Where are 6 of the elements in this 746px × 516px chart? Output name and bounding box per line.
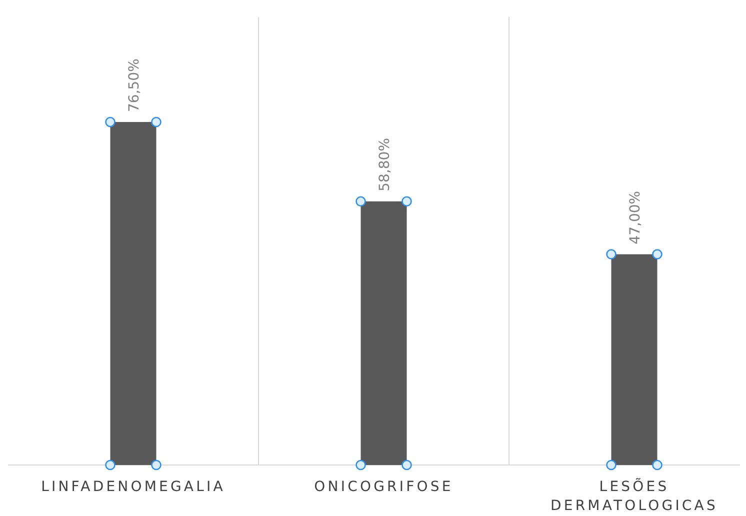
data-label: 76,50% (126, 58, 142, 112)
x-tick-label: ONICOGRIFOSE (314, 479, 454, 495)
x-tick-label: LESÕES DERMATOLOGICAS (550, 478, 718, 514)
data-label: 47,00% (627, 190, 644, 244)
x-tick-label: LINFADENOMEGALIA (41, 479, 226, 495)
data-label: 58,80% (376, 138, 393, 192)
